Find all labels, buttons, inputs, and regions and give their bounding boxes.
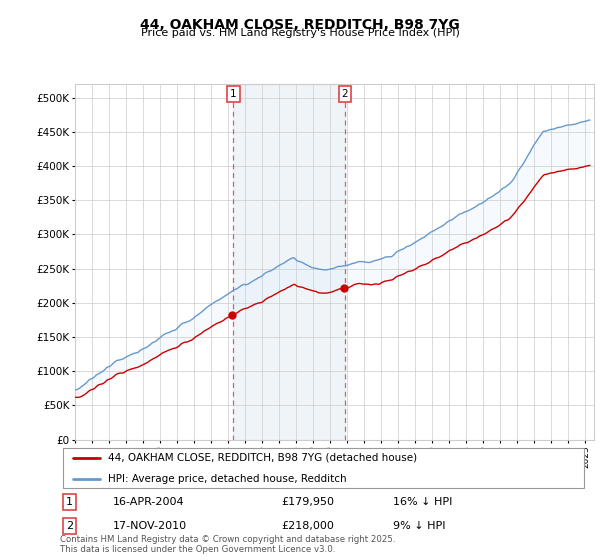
Text: HPI: Average price, detached house, Redditch: HPI: Average price, detached house, Redd… (107, 474, 346, 484)
Text: 16% ↓ HPI: 16% ↓ HPI (392, 497, 452, 507)
Text: 44, OAKHAM CLOSE, REDDITCH, B98 7YG: 44, OAKHAM CLOSE, REDDITCH, B98 7YG (140, 18, 460, 32)
Text: 17-NOV-2010: 17-NOV-2010 (113, 521, 187, 531)
Bar (233, 84, 345, 440)
Text: £179,950: £179,950 (282, 497, 335, 507)
Text: 2: 2 (66, 521, 73, 531)
Text: 9% ↓ HPI: 9% ↓ HPI (392, 521, 445, 531)
Text: Contains HM Land Registry data © Crown copyright and database right 2025.
This d: Contains HM Land Registry data © Crown c… (60, 535, 395, 554)
Text: 1: 1 (230, 89, 236, 99)
Text: 2: 2 (342, 89, 349, 99)
Text: Price paid vs. HM Land Registry's House Price Index (HPI): Price paid vs. HM Land Registry's House … (140, 28, 460, 38)
Text: £218,000: £218,000 (282, 521, 335, 531)
FancyBboxPatch shape (62, 448, 584, 488)
Text: 44, OAKHAM CLOSE, REDDITCH, B98 7YG (detached house): 44, OAKHAM CLOSE, REDDITCH, B98 7YG (det… (107, 452, 416, 463)
Text: 1: 1 (66, 497, 73, 507)
Text: 16-APR-2004: 16-APR-2004 (113, 497, 184, 507)
